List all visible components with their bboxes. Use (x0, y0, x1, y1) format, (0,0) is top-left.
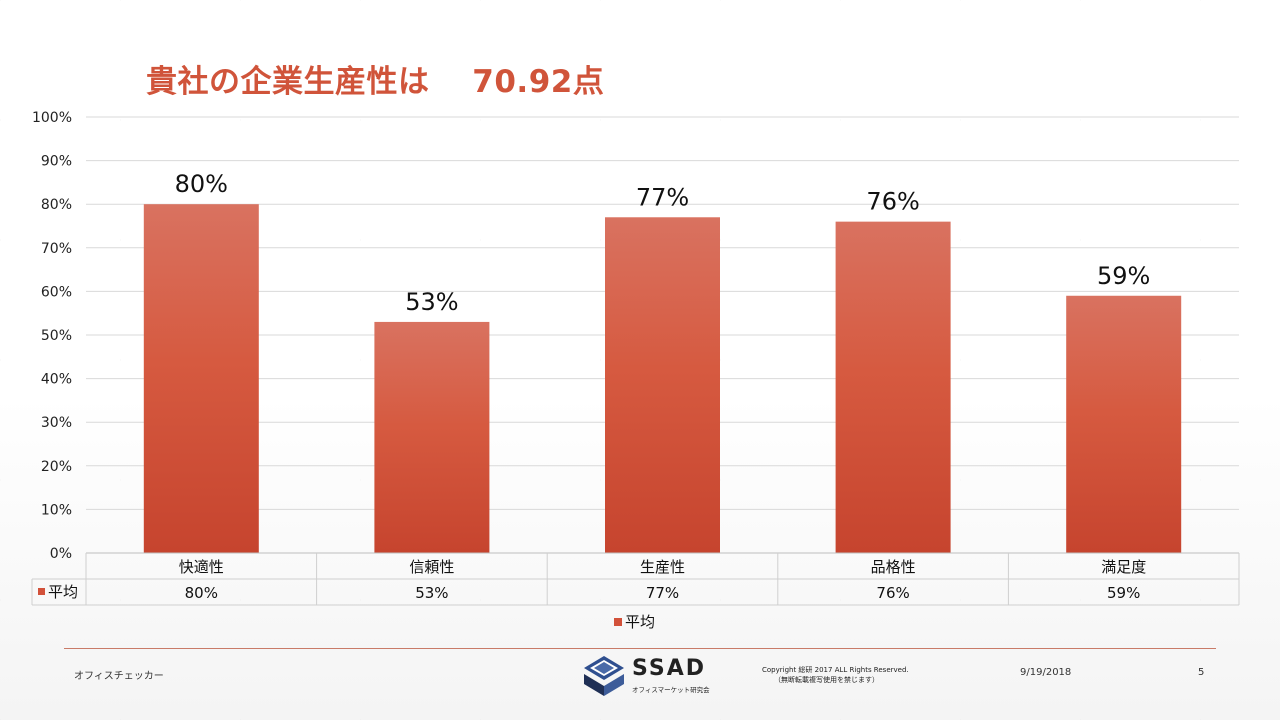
y-tick-label: 50% (41, 328, 72, 344)
category-label: 品格性 (871, 558, 916, 576)
logo-text: SSAD (632, 656, 706, 681)
category-label: 快適性 (179, 558, 224, 576)
y-axis-ticks: 0% 10% 20% 30% 40% 50% 60% 70% 80% 90% 100% (32, 110, 72, 562)
copyright: Copyright 総研 2017 ALL Rights Reserved. （… (762, 665, 942, 685)
bar-chart: 0% 10% 20% 30% 40% 50% 60% 70% 80% 90% 100% 80% 53%… (31, 110, 1240, 631)
table-series-label: 平均 (48, 583, 78, 601)
table-value: 59% (1107, 584, 1140, 602)
ssad-logo: SSAD オフィスマーケット研究会 (582, 654, 710, 698)
data-label: 80% (175, 170, 228, 198)
table-value: 53% (415, 584, 448, 602)
table-value: 77% (646, 584, 679, 602)
y-tick-label: 30% (41, 415, 72, 431)
footer-app-name: オフィスチェッカー (74, 671, 164, 682)
legend-label: 平均 (625, 613, 655, 631)
footer-date: 9/19/2018 (1020, 667, 1072, 678)
bars (143, 204, 1182, 553)
table-legend-key (38, 588, 45, 595)
page-number: 5 (1198, 667, 1205, 678)
y-tick-label: 20% (41, 459, 72, 475)
category-label: 信頼性 (409, 558, 454, 576)
table-value: 80% (185, 584, 218, 602)
category-label: 満足度 (1101, 558, 1146, 576)
data-label: 59% (1097, 262, 1150, 290)
bar (605, 217, 720, 553)
y-tick-label: 80% (41, 197, 72, 213)
y-tick-label: 10% (41, 502, 72, 518)
y-tick-label: 90% (41, 154, 72, 170)
slide-title: 貴社の企業生産性は 70.92点 (146, 64, 605, 100)
y-tick-label: 40% (41, 372, 72, 388)
bar (1066, 295, 1182, 553)
data-label: 77% (636, 183, 689, 211)
copyright-line2: （無断転載複写使用を禁じます） (774, 676, 879, 684)
legend: 平均 (614, 613, 655, 631)
data-label: 53% (405, 288, 458, 316)
legend-swatch (614, 618, 622, 626)
y-tick-label: 0% (50, 546, 72, 562)
data-table: 快適性 80% 信頼性 53% 生産性 77% 品格性 76% 満足度 59% 平均 (31, 552, 1240, 606)
copyright-line1: Copyright 総研 2017 ALL Rights Reserved. (762, 666, 909, 674)
category-label: 生産性 (640, 558, 685, 576)
y-tick-label: 70% (41, 241, 72, 257)
ssad-logo-icon (584, 656, 624, 696)
table-value: 76% (876, 584, 909, 602)
y-tick-label: 100% (32, 110, 72, 126)
data-label: 76% (866, 188, 919, 216)
bar (835, 221, 951, 553)
data-labels: 80% 53% 77% 76% 59% (175, 170, 1151, 316)
bar (143, 204, 259, 553)
y-tick-label: 60% (41, 284, 72, 300)
bar (374, 321, 490, 553)
logo-subtitle: オフィスマーケット研究会 (632, 686, 710, 694)
footer-divider (64, 648, 1216, 649)
